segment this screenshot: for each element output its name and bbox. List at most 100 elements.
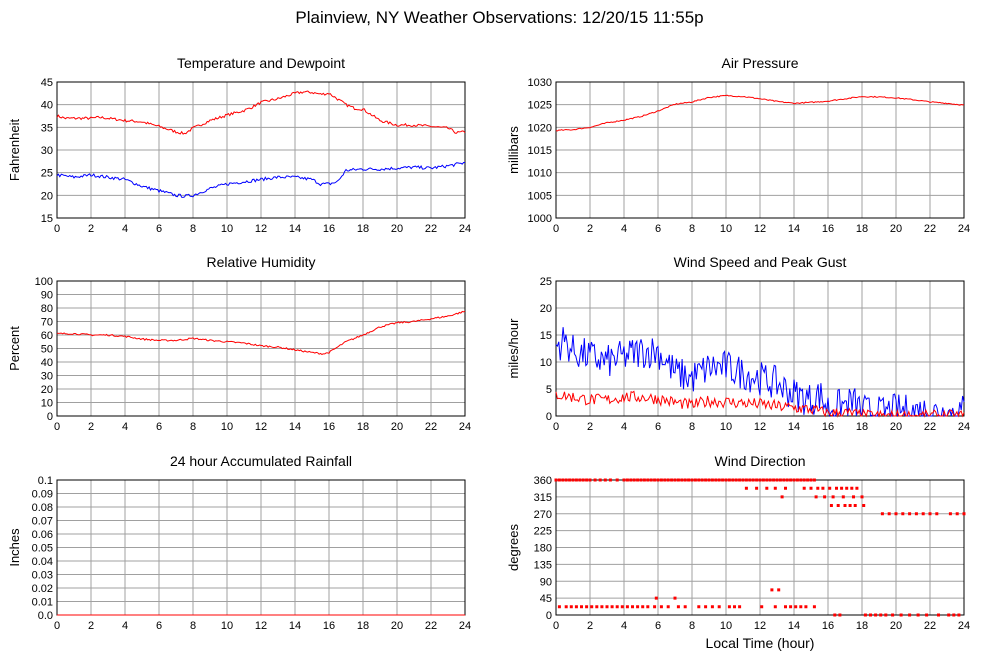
data-point [901, 512, 905, 516]
data-point [908, 512, 912, 516]
x-tick-label: 4 [122, 223, 128, 235]
chart-title: Relative Humidity [207, 254, 316, 270]
chart-title: Wind Speed and Peak Gust [674, 254, 847, 270]
x-tick-label: 6 [655, 421, 661, 433]
data-point [649, 478, 653, 482]
data-point [879, 613, 883, 617]
y-tick-label: 180 [534, 543, 552, 555]
data-point [620, 605, 624, 609]
data-point [683, 478, 687, 482]
x-tick-label: 0 [553, 223, 559, 235]
x-tick-label: 24 [459, 620, 471, 632]
data-point [578, 478, 582, 482]
data-point [653, 478, 657, 482]
x-tick-label: 10 [221, 223, 233, 235]
data-point [636, 605, 640, 609]
x-tick-label: 6 [655, 223, 661, 235]
x-tick-label: 18 [856, 620, 868, 632]
y-tick-label: 0 [546, 610, 552, 622]
y-axis-label: Inches [7, 528, 22, 567]
x-tick-label: 10 [221, 620, 233, 632]
y-tick-label: 35 [41, 122, 53, 134]
data-point [697, 478, 701, 482]
data-point [804, 605, 808, 609]
x-tick-label: 14 [289, 223, 301, 235]
y-tick-label: 0.04 [32, 556, 53, 568]
data-point [809, 478, 813, 482]
data-point [744, 478, 748, 482]
plot-frame [555, 280, 965, 417]
y-tick-label: 135 [534, 559, 552, 571]
x-tick-label: 8 [190, 421, 196, 433]
x-tick-label: 8 [689, 620, 695, 632]
x-tick-label: 14 [289, 421, 301, 433]
data-point [852, 495, 855, 499]
data-point [799, 605, 803, 609]
x-tick-label: 14 [788, 620, 800, 632]
x-tick-label: 24 [459, 421, 471, 433]
x-tick-label: 24 [459, 223, 471, 235]
data-point [588, 478, 592, 482]
data-point [721, 478, 725, 482]
x-tick-label: 22 [924, 620, 936, 632]
y-tick-label: 0.1 [38, 475, 53, 487]
x-tick-label: 8 [689, 223, 695, 235]
y-tick-label: 1025 [528, 100, 552, 112]
x-tick-label: 14 [788, 223, 800, 235]
data-point [574, 605, 578, 609]
y-tick-label: 0.02 [32, 583, 53, 595]
data-point [636, 478, 640, 482]
data-point [845, 486, 849, 490]
data-point [571, 478, 575, 482]
data-point [670, 478, 674, 482]
x-tick-label: 8 [190, 223, 196, 235]
x-tick-label: 22 [425, 620, 437, 632]
series-line [56, 310, 466, 355]
y-tick-label: 60 [41, 330, 53, 342]
x-tick-label: 16 [323, 223, 335, 235]
data-point [659, 605, 663, 609]
data-point [947, 613, 951, 617]
data-point [710, 605, 714, 609]
data-point [615, 478, 619, 482]
data-point [687, 478, 691, 482]
data-point [727, 478, 731, 482]
y-tick-label: 0 [546, 411, 552, 423]
data-point [646, 605, 650, 609]
data-point [841, 495, 845, 499]
data-point [717, 605, 721, 609]
x-tick-label: 4 [621, 421, 627, 433]
data-point [775, 478, 779, 482]
data-point [704, 605, 708, 609]
data-point [733, 605, 736, 609]
data-point [659, 478, 663, 482]
data-point [561, 478, 565, 482]
data-point [758, 478, 762, 482]
data-point [816, 486, 820, 490]
data-point [840, 486, 844, 490]
data-point [812, 478, 816, 482]
data-point [784, 486, 787, 490]
y-tick-label: 90 [41, 290, 53, 302]
data-point [835, 486, 838, 490]
x-tick-label: 2 [587, 223, 593, 235]
data-point [855, 486, 859, 490]
data-point [848, 504, 852, 507]
data-point [581, 478, 585, 482]
data-point [782, 478, 786, 482]
data-point [925, 613, 929, 617]
y-tick-label: 270 [534, 509, 552, 521]
x-tick-label: 2 [587, 620, 593, 632]
data-point [707, 478, 711, 482]
data-point [641, 605, 645, 609]
series-line [56, 90, 466, 135]
data-point [744, 486, 748, 490]
data-point [704, 478, 708, 482]
data-point [760, 605, 764, 609]
data-point [663, 478, 667, 482]
y-tick-label: 1015 [528, 145, 552, 157]
y-tick-label: 25 [41, 168, 53, 180]
data-point [823, 495, 827, 499]
